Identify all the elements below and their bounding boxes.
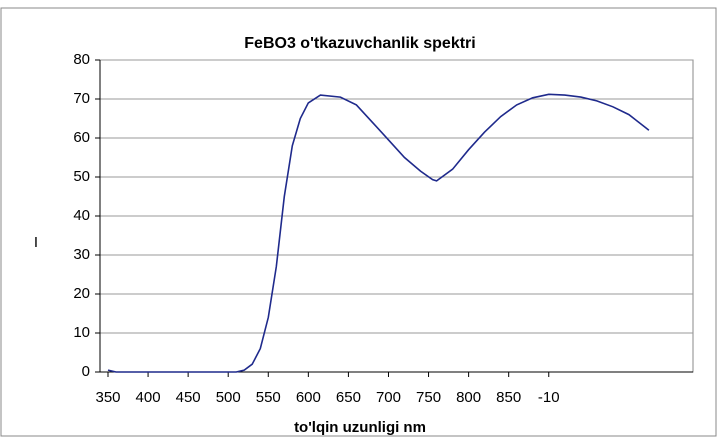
y-tick-label: 40: [73, 207, 90, 224]
y-tick-label: 0: [82, 363, 90, 380]
x-tick-label: 350: [95, 389, 120, 406]
y-tick-label: 10: [73, 324, 90, 341]
x-axis-label: to'lqin uzunligi nm: [294, 419, 426, 436]
x-tick-label: 600: [296, 389, 321, 406]
y-tick-label: 50: [73, 168, 90, 185]
chart-title: FeBO3 o'tkazuvchanlik spektri: [244, 35, 475, 52]
x-tick-label: 550: [256, 389, 281, 406]
x-tick-label: 650: [336, 389, 361, 406]
x-tick-label: 400: [136, 389, 161, 406]
y-axis-label: I: [34, 234, 38, 251]
x-tick-label: 500: [216, 389, 241, 406]
x-tick-label: 450: [176, 389, 201, 406]
y-tick-label: 20: [73, 285, 90, 302]
x-tick-label: 700: [376, 389, 401, 406]
y-tick-label: 60: [73, 129, 90, 146]
x-tick-label: 850: [496, 389, 521, 406]
y-tick-label: 80: [73, 51, 90, 68]
data-line: [107, 93, 650, 373]
x-tick-label: 800: [456, 389, 481, 406]
x-tick-label: -10: [538, 389, 560, 406]
y-tick-label: 30: [73, 246, 90, 263]
x-tick-label: 750: [416, 389, 441, 406]
y-tick-label: 70: [73, 90, 90, 107]
